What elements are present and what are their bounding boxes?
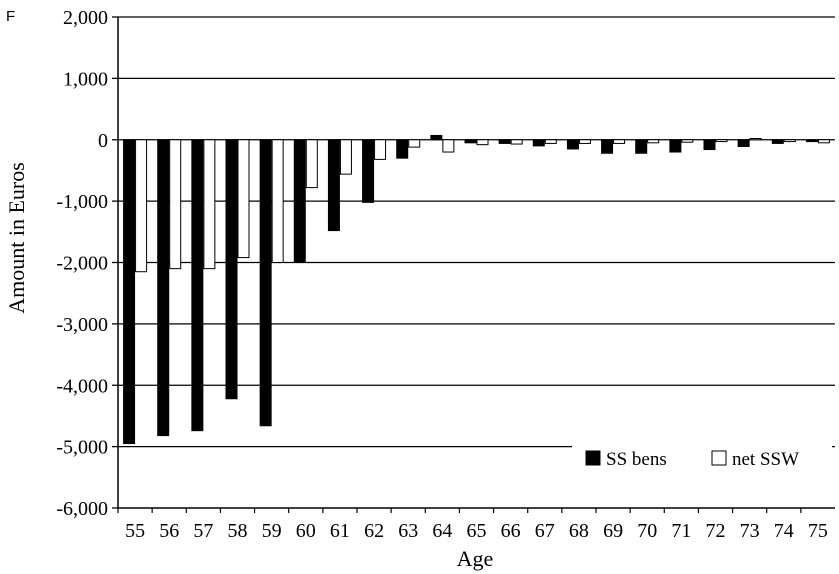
bar-net-ssw-57 xyxy=(203,139,216,270)
x-tick-label: 64 xyxy=(432,520,452,542)
y-axis-label: Amount in Euros xyxy=(4,162,29,314)
bar-net-ssw-58 xyxy=(237,139,250,259)
bar-ss-bens-73 xyxy=(737,139,750,148)
bar-ss-bens-64 xyxy=(430,134,443,141)
x-tick-label: 58 xyxy=(228,520,248,542)
x-tick-label: 62 xyxy=(364,520,384,542)
y-tick-labels: 2,000 1,000 0 -1,000 -2,000 -3,000 -4,000 -5,00… xyxy=(56,7,108,520)
bar-net-ssw-66 xyxy=(510,139,523,145)
x-tick-label: 61 xyxy=(330,520,350,542)
bar-net-ssw-60 xyxy=(305,139,318,189)
x-axis-label: Age xyxy=(457,546,494,571)
bar-ss-bens-70 xyxy=(635,139,648,154)
y-tick-label: 2,000 xyxy=(63,7,108,29)
bar-ss-bens-75 xyxy=(805,139,818,143)
x-tick-label: 73 xyxy=(740,520,760,542)
bar-ss-bens-67 xyxy=(532,139,545,147)
panel-label: F xyxy=(6,8,16,25)
axes xyxy=(112,16,835,513)
x-tick-label: 72 xyxy=(706,520,726,542)
bar-net-ssw-70 xyxy=(647,139,660,144)
x-tick-label: 59 xyxy=(262,520,282,542)
bar-ss-bens-69 xyxy=(601,139,614,154)
legend-label-net-ssw: net SSW xyxy=(732,449,799,470)
bar-net-ssw-73 xyxy=(749,138,762,141)
x-tick-labels: 55 56 57 58 59 60 61 62 63 64 65 66 67 68 69 70 71 72 73 74… xyxy=(125,520,828,542)
y-tick-label: -6,000 xyxy=(56,498,108,520)
legend-label-ss-bens: SS bens xyxy=(606,449,667,470)
bar-ss-bens-58 xyxy=(225,139,238,400)
bar-net-ssw-64 xyxy=(442,139,455,153)
bar-ss-bens-74 xyxy=(771,139,784,144)
x-tick-label: 66 xyxy=(501,520,521,542)
bar-net-ssw-74 xyxy=(783,139,796,143)
y-tick-label: -1,000 xyxy=(56,191,108,213)
bar-net-ssw-69 xyxy=(613,139,626,144)
y-tick-label: -2,000 xyxy=(56,253,108,275)
bar-net-ssw-63 xyxy=(408,139,421,148)
bar-net-ssw-62 xyxy=(374,139,387,160)
x-tick-label: 75 xyxy=(808,520,828,542)
bar-ss-bens-66 xyxy=(498,139,511,144)
x-tick-label: 70 xyxy=(637,520,657,542)
bar-ss-bens-61 xyxy=(327,139,340,232)
x-tick-label: 55 xyxy=(125,520,145,542)
bar-net-ssw-67 xyxy=(544,139,557,144)
bar-ss-bens-60 xyxy=(293,139,306,263)
x-tick-label: 63 xyxy=(398,520,418,542)
x-tick-label: 74 xyxy=(774,520,794,542)
legend-swatch-ss-bens xyxy=(585,450,601,466)
bar-net-ssw-71 xyxy=(681,139,694,143)
y-tick-label: -5,000 xyxy=(56,437,108,459)
bar-net-ssw-56 xyxy=(169,139,182,270)
bar-ss-bens-63 xyxy=(396,139,409,159)
bar-net-ssw-65 xyxy=(476,139,489,146)
bar-ss-bens-72 xyxy=(703,139,716,151)
bar-ss-bens-71 xyxy=(669,139,682,153)
x-tick-label: 60 xyxy=(296,520,316,542)
legend-background xyxy=(572,437,832,477)
x-tick-label: 57 xyxy=(193,520,213,542)
y-tick-label: 1,000 xyxy=(63,68,108,90)
bar-ss-bens-62 xyxy=(362,139,375,203)
y-tick-label: 0 xyxy=(98,130,108,152)
bar-net-ssw-59 xyxy=(271,139,284,263)
bar-ss-bens-68 xyxy=(566,139,579,150)
x-tick-label: 56 xyxy=(159,520,179,542)
y-tick-label: -4,000 xyxy=(56,375,108,397)
x-tick-label: 65 xyxy=(467,520,487,542)
x-tick-label: 68 xyxy=(569,520,589,542)
bar-net-ssw-72 xyxy=(715,139,728,143)
bar-net-ssw-55 xyxy=(135,139,148,273)
x-tick-label: 67 xyxy=(535,520,555,542)
bar-ss-bens-57 xyxy=(191,139,204,432)
bar-ss-bens-59 xyxy=(259,139,272,427)
legend: SS bens net SSW xyxy=(572,437,832,477)
bar-ss-bens-55 xyxy=(123,139,136,445)
bar-net-ssw-75 xyxy=(817,139,830,144)
y-tick-label: -3,000 xyxy=(56,314,108,336)
bar-ss-bens-56 xyxy=(157,139,170,437)
x-tick-label: 71 xyxy=(671,520,691,542)
bar-series xyxy=(123,134,830,445)
x-tick-label: 69 xyxy=(603,520,623,542)
legend-swatch-net-ssw xyxy=(711,450,727,466)
bar-net-ssw-68 xyxy=(578,139,591,144)
bar-net-ssw-61 xyxy=(339,139,352,175)
bar-ss-bens-65 xyxy=(464,139,477,144)
